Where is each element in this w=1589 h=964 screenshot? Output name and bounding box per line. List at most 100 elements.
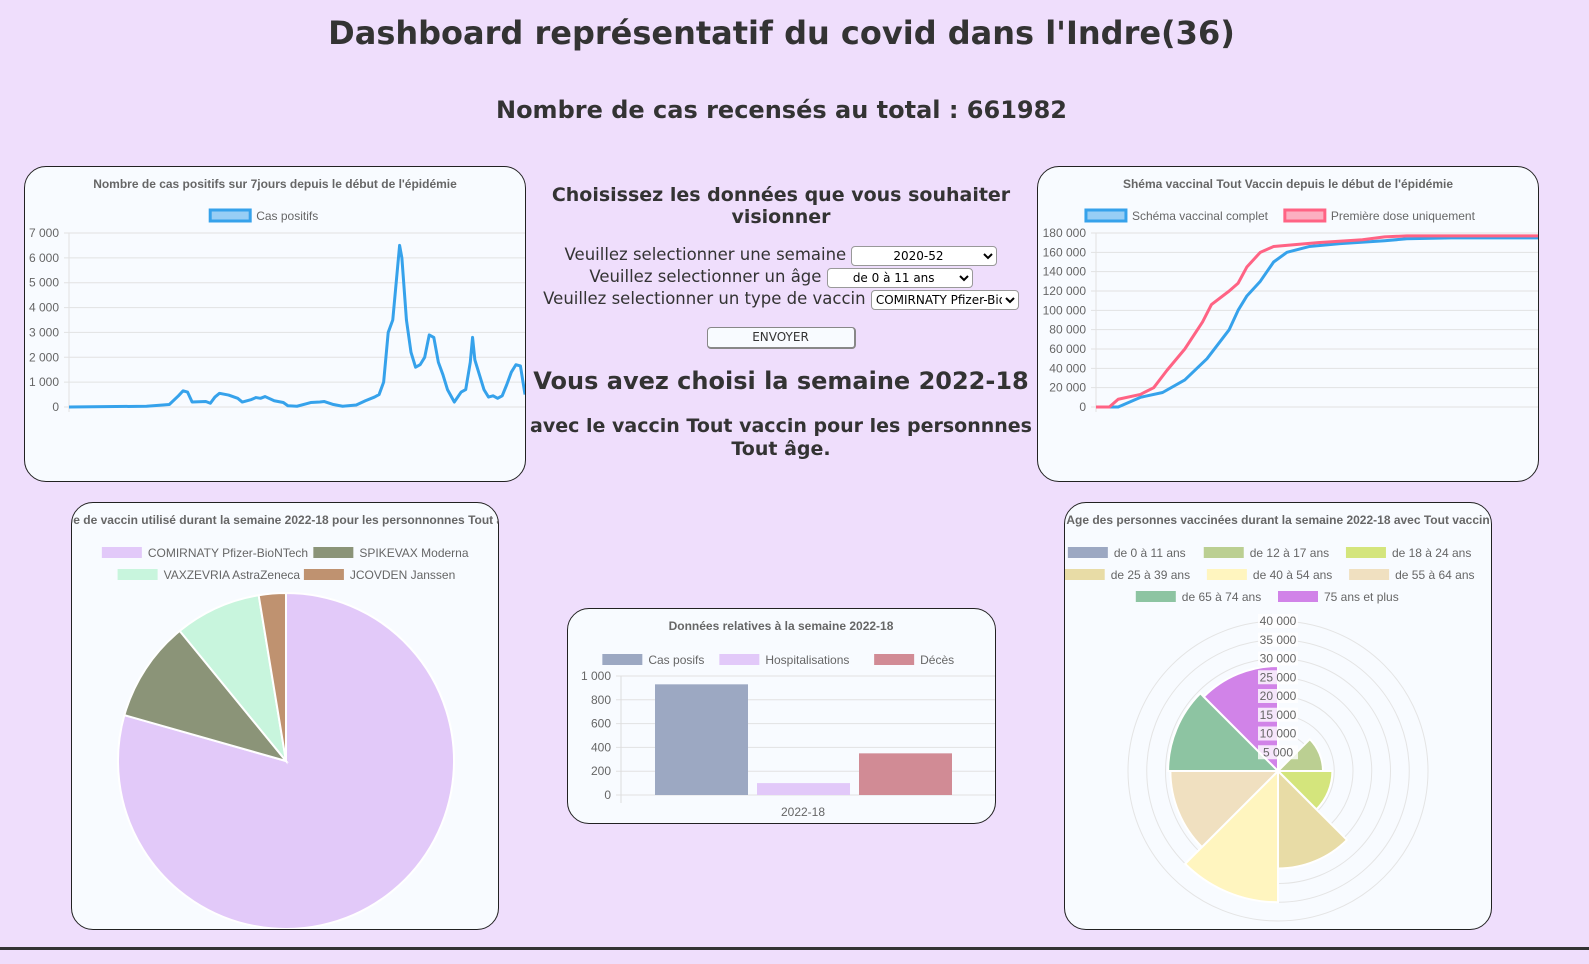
age-polar-chart: Age des personnes vaccinées durant la se…	[1064, 502, 1492, 930]
page-title: Dashboard représentatif du covid dans l'…	[328, 14, 1235, 52]
legend-swatch	[1349, 569, 1390, 580]
chart-canvas: Données relatives à la semaine 2022-18 Ca…	[581, 619, 995, 819]
y-tick-label: 4 000	[29, 301, 59, 315]
y-tick-label: 5 000	[29, 276, 59, 290]
tick-backdrop	[1258, 651, 1298, 666]
total-cases: Nombre de cas recensés au total : 661982	[495, 96, 1067, 124]
legend-label: de 65 à 74 ans	[1182, 590, 1261, 604]
legend-label: de 0 à 11 ans	[1114, 546, 1186, 560]
legend-label: de 40 à 54 ans	[1253, 568, 1332, 582]
vaccine-label: Veuillez selectionner un type de vaccin	[543, 289, 866, 308]
legend-label: Cas posifs	[648, 653, 704, 667]
pie-slice	[123, 629, 289, 763]
polar-segment	[1183, 768, 1279, 904]
tick-backdrop	[1258, 670, 1298, 685]
chosen-week: Vous avez choisi la semaine 2022-18	[533, 367, 1029, 395]
r-tick-label: 5 000	[1263, 745, 1293, 759]
legend-swatch	[1067, 547, 1108, 558]
weekly-data-bar-chart: Données relatives à la semaine 2022-18 Ca…	[567, 608, 996, 824]
week-label: Veuillez selectionner une semaine	[564, 245, 847, 264]
tick-backdrop	[1258, 707, 1298, 722]
legend-swatch	[602, 654, 643, 665]
tick-backdrop	[1258, 726, 1298, 741]
y-tick-label: 60 000	[1049, 342, 1086, 356]
legend-swatch	[208, 208, 252, 223]
series-line-0	[68, 243, 525, 409]
r-tick-label: 25 000	[1260, 670, 1297, 684]
chart-canvas: Age des personnes vaccinées durant la se…	[1065, 513, 1490, 922]
y-tick-label: 1 000	[29, 375, 59, 389]
legend-label: Hospitalisations	[765, 653, 849, 667]
legend-label: VAXZEVRIA AstraZeneca	[164, 568, 301, 582]
chart-canvas: Nombre de cas positifs sur 7jours depuis…	[29, 177, 525, 414]
tick-backdrop	[1258, 689, 1298, 703]
legend-label: de 25 à 39 ans	[1111, 568, 1190, 582]
vaccine-select[interactable]: COMIRNATY Pfizer-BioNTech	[870, 289, 1019, 310]
y-tick-label: 140 000	[1043, 265, 1087, 279]
legend-label: Décès	[920, 653, 954, 667]
y-tick-label: 2 000	[29, 350, 59, 364]
legend-swatch	[117, 569, 158, 580]
tick-backdrop	[1258, 632, 1298, 647]
legend-swatch	[1206, 569, 1247, 580]
series-line-1	[1096, 234, 1538, 409]
y-tick-label: 160 000	[1043, 245, 1087, 259]
legend-label: COMIRNATY Pfizer-BioNTech	[148, 546, 308, 560]
legend-swatch	[874, 654, 915, 665]
pie-slice	[178, 594, 288, 765]
week-select[interactable]: 2020-52	[851, 245, 998, 266]
y-tick-label: 80 000	[1049, 323, 1086, 337]
chart-title: Age des personnes vaccinées durant la se…	[1066, 513, 1489, 527]
footer-divider	[0, 947, 1589, 950]
polar-segment	[1167, 691, 1281, 772]
y-tick-label: 800	[591, 693, 611, 707]
y-tick-label: 100 000	[1043, 303, 1087, 317]
r-tick-label: 30 000	[1260, 652, 1297, 666]
chart-canvas: Shéma vaccinal Tout Vaccin depuis le déb…	[1043, 177, 1538, 414]
y-tick-label: 1 000	[581, 669, 611, 683]
legend-label: de 18 à 24 ans	[1392, 546, 1471, 560]
cases-line-chart: Nombre de cas positifs sur 7jours depuis…	[24, 166, 526, 482]
chosen-details: avec le vaccin Tout vaccin pour les pers…	[530, 415, 1032, 460]
legend-swatch	[1065, 569, 1105, 580]
y-tick-label: 0	[604, 788, 611, 802]
form-heading: Choisissez les données que vous souhaite…	[551, 184, 1011, 228]
legend-swatch	[1135, 591, 1176, 602]
legend-swatch	[313, 547, 354, 558]
bar-0	[655, 684, 748, 795]
y-tick-label: 600	[591, 717, 611, 731]
y-tick-label: 200	[591, 764, 611, 778]
pie-slice	[257, 591, 287, 762]
legend-swatch	[719, 654, 760, 665]
r-tick-label: 20 000	[1260, 689, 1297, 703]
legend-swatch	[101, 547, 142, 558]
vaccine-type-pie-chart: Type de vaccin utilisé durant la semaine…	[71, 502, 499, 930]
bar-1	[757, 783, 850, 795]
y-tick-label: 3 000	[29, 325, 59, 339]
y-tick-label: 120 000	[1043, 284, 1087, 298]
y-tick-label: 400	[591, 740, 611, 754]
tick-backdrop	[1258, 745, 1298, 760]
chart-title: Type de vaccin utilisé durant la semaine…	[72, 513, 498, 527]
y-tick-label: 180 000	[1043, 226, 1087, 240]
submit-button[interactable]: ENVOYER	[706, 327, 856, 349]
legend-label: Cas positifs	[256, 209, 318, 223]
chart-title: Données relatives à la semaine 2022-18	[669, 619, 894, 633]
legend-swatch	[1278, 591, 1318, 602]
bar-2	[859, 753, 952, 795]
polar-segment	[1169, 770, 1281, 849]
legend-swatch	[1345, 547, 1386, 558]
chart-title: Shéma vaccinal Tout Vaccin depuis le déb…	[1123, 177, 1453, 191]
y-tick-label: 0	[1079, 400, 1086, 414]
legend-swatch	[1084, 208, 1128, 223]
polar-segment	[1277, 768, 1349, 870]
legend-swatch	[303, 569, 344, 580]
legend-label: SPIKEVAX Moderna	[359, 546, 468, 560]
legend-label: de 55 à 64 ans	[1395, 568, 1474, 582]
age-select[interactable]: de 0 à 11 ans	[826, 267, 973, 288]
y-tick-label: 6 000	[29, 251, 59, 265]
r-tick-label: 40 000	[1260, 614, 1297, 628]
y-tick-label: 0	[52, 400, 59, 414]
tick-backdrop	[1258, 614, 1298, 628]
x-tick-label: 2022-18	[781, 805, 825, 819]
